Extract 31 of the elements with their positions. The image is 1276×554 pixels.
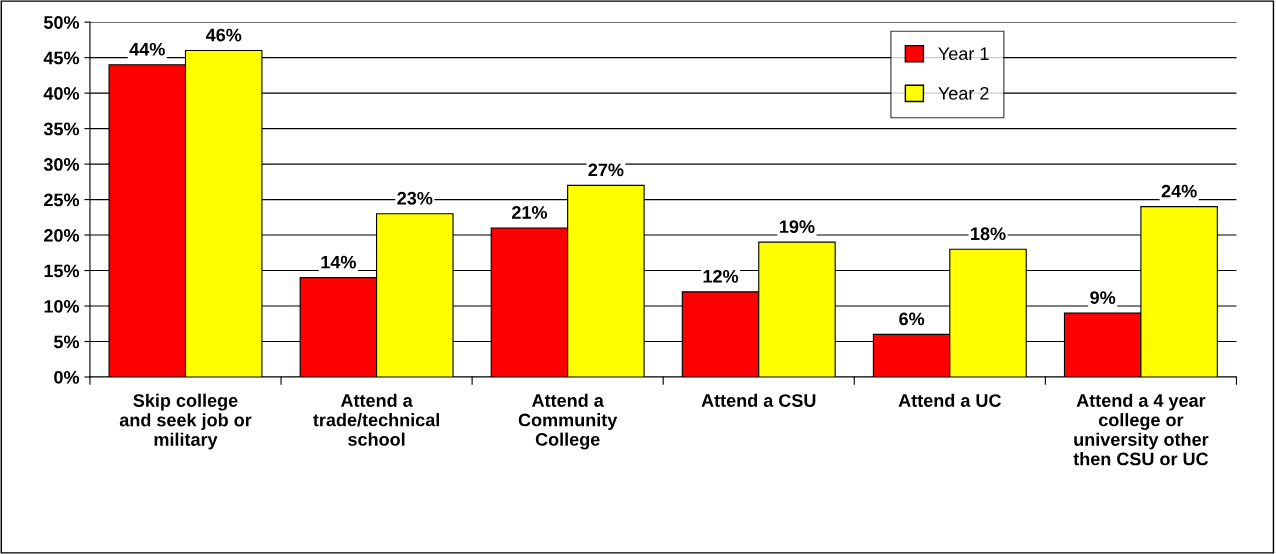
text: 27% xyxy=(588,163,624,177)
x-tick-label: Attend a UC xyxy=(898,393,1001,407)
y-tick-label: 0% xyxy=(54,370,80,384)
y-tick-label: 45% xyxy=(43,51,80,65)
y-tick-label: 35% xyxy=(43,122,80,136)
text: 19% xyxy=(780,220,815,234)
x-tick-label: Attend a Community College xyxy=(518,393,618,450)
text: 23% xyxy=(397,191,433,205)
text: 24% xyxy=(1161,184,1197,198)
y-tick-label: 50% xyxy=(43,16,80,29)
y-tick-label: 25% xyxy=(44,193,80,207)
text: 9% xyxy=(1090,291,1116,304)
y-tick-label: 15% xyxy=(44,264,80,278)
legend-label: Year 2 xyxy=(938,86,989,100)
y-tick-label: 30% xyxy=(43,158,80,171)
legend-label: Year 1 xyxy=(938,47,989,61)
y-tick-label: 40% xyxy=(43,87,80,100)
y-tick-label: 20% xyxy=(44,229,80,242)
text: 18% xyxy=(971,227,1006,241)
text: 21% xyxy=(512,206,548,219)
text: 46% xyxy=(205,28,242,42)
y-tick-label: 10% xyxy=(44,299,80,313)
x-tick-label: Skip college and seek job or military xyxy=(119,393,252,450)
x-tick-label: Attend a 4 year college or university other then CSU or UC xyxy=(1073,393,1209,466)
y-tick-label: 5% xyxy=(54,335,80,349)
x-tick-label: Attend a trade/technical school xyxy=(313,393,440,446)
text: 6% xyxy=(899,312,925,326)
text: 44% xyxy=(129,42,165,56)
x-tick-label: Attend a CSU xyxy=(701,393,816,407)
text: 14% xyxy=(321,255,356,269)
text: 12% xyxy=(703,269,739,283)
